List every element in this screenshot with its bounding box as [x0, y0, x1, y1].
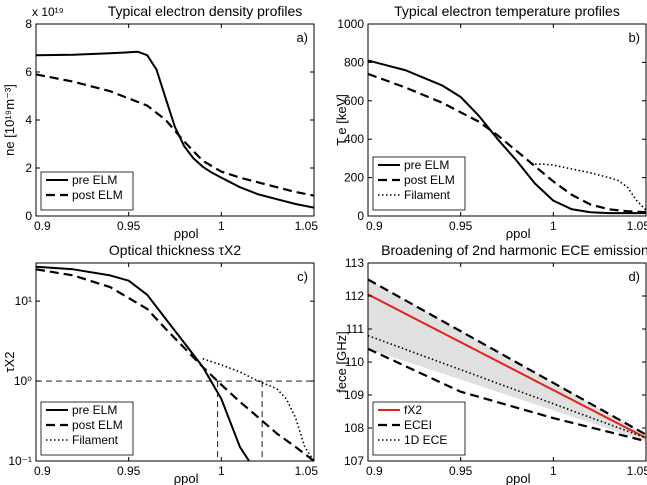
x-tick-label: 0.9	[366, 219, 383, 233]
y-tick-label: 109	[344, 388, 364, 402]
y-tick-label: 10⁻¹	[8, 454, 32, 468]
x-tick-label: 0.95	[449, 219, 473, 233]
x-axis-label: ρpol	[506, 471, 531, 485]
panel-label: a)	[296, 30, 308, 45]
panel-a: 0.9 0.95 1 1.05 0 2 4 6 8 Typical electron densit…	[2, 3, 318, 241]
panel-title: Typical electron temperature profiles	[394, 3, 620, 19]
y-tick-label: 107	[344, 454, 364, 468]
y-axis-label: ne [10¹⁹m⁻³]	[2, 84, 17, 156]
panel-title: Typical electron density profiles	[108, 3, 303, 19]
panel-label: d)	[628, 269, 640, 284]
x-tick-label: 0.95	[117, 219, 141, 233]
x-tick-label: 1	[550, 464, 557, 478]
series-pre-elm	[368, 59, 646, 215]
series-filament	[202, 358, 314, 461]
panel-d: 0.9 0.95 1 1.05 107 108 109 110 111 112 113 Broaden…	[334, 242, 647, 485]
y-axis-label: τX2	[2, 351, 17, 372]
legend-entry: post ELM	[72, 188, 123, 202]
y-tick-label: 0	[357, 209, 364, 223]
panel-b: 0.9 0.95 1 1.05 0 200 400 600 800 1000 Typical ele…	[334, 3, 647, 241]
series-post-elm	[36, 268, 314, 461]
legend-entry: 1D ECE	[404, 433, 447, 447]
series-filament	[531, 163, 646, 211]
y-tick-label: 113	[345, 256, 364, 270]
y-axis-label: T e [keV]	[334, 94, 349, 146]
legend-entry: post ELM	[404, 173, 455, 187]
axes-frame	[35, 262, 315, 462]
x-tick-label: 1.05	[295, 219, 319, 233]
legend-entry: pre ELM	[72, 403, 117, 417]
x-axis-label: ρpol	[174, 226, 199, 241]
axes-frame	[367, 23, 647, 217]
y-tick-label: 0	[25, 209, 32, 223]
y-tick-label: 10¹	[15, 294, 32, 308]
series-ecei-lower	[368, 347, 646, 443]
exponent-label: x 10¹⁹	[32, 5, 64, 19]
legend-entry: ECEI	[404, 418, 432, 432]
y-tick-label: 111	[346, 322, 365, 336]
x-tick-label: 1	[218, 219, 225, 233]
y-tick-label: 8	[25, 17, 32, 31]
y-tick-label: 2	[25, 161, 32, 175]
panel-label: c)	[297, 269, 308, 284]
legend-entry: Filament	[404, 188, 451, 202]
broadening-band	[368, 279, 646, 442]
y-tick-label: 108	[344, 421, 364, 435]
series-pre-elm	[36, 265, 250, 461]
panel-c: 0.9 0.95 1 1.05 10⁻¹ 10⁰ 10¹ Optical thickness …	[2, 242, 318, 485]
x-tick-label: 1.05	[627, 464, 647, 478]
x-tick-label: 0.9	[366, 464, 383, 478]
x-tick-label: 1.05	[295, 464, 319, 478]
y-tick-label: 110	[345, 355, 364, 369]
legend-entry: post ELM	[72, 418, 123, 432]
series-post-elm	[36, 73, 314, 197]
x-axis-label: ρpol	[174, 471, 199, 485]
series-pre-elm	[36, 50, 314, 209]
x-tick-label: 0.95	[117, 464, 141, 478]
y-tick-label: 1000	[337, 17, 364, 31]
x-tick-label: 1.05	[627, 219, 647, 233]
series-fx2	[368, 293, 646, 439]
panel-label: b)	[628, 30, 640, 45]
panel-title: Broadening of 2nd harmonic ECE emission	[381, 242, 647, 258]
y-tick-label: 112	[345, 289, 364, 303]
y-tick-label: 4	[25, 113, 32, 127]
legend-entry: fX2	[404, 403, 422, 417]
y-tick-label: 6	[25, 65, 32, 79]
series-ecei	[368, 278, 646, 436]
x-tick-label: 0.95	[449, 464, 473, 478]
legend-entry: pre ELM	[404, 158, 449, 172]
x-tick-label: 1	[218, 464, 225, 478]
y-axis-label: fece [GHz]	[334, 331, 349, 392]
x-tick-label: 0.9	[34, 219, 51, 233]
x-axis-label: ρpol	[506, 226, 531, 241]
legend-entry: Filament	[72, 433, 119, 447]
legend-entry: pre ELM	[72, 173, 117, 187]
panel-title: Optical thickness τX2	[109, 242, 242, 258]
y-tick-label: 800	[344, 55, 364, 69]
series-1d-ece	[368, 334, 646, 439]
x-tick-label: 0.9	[34, 464, 51, 478]
y-tick-label: 600	[344, 94, 364, 108]
y-tick-label: 400	[344, 132, 364, 146]
y-tick-label: 200	[344, 171, 364, 185]
y-tick-label: 10⁰	[14, 374, 32, 388]
x-tick-label: 1	[550, 219, 557, 233]
